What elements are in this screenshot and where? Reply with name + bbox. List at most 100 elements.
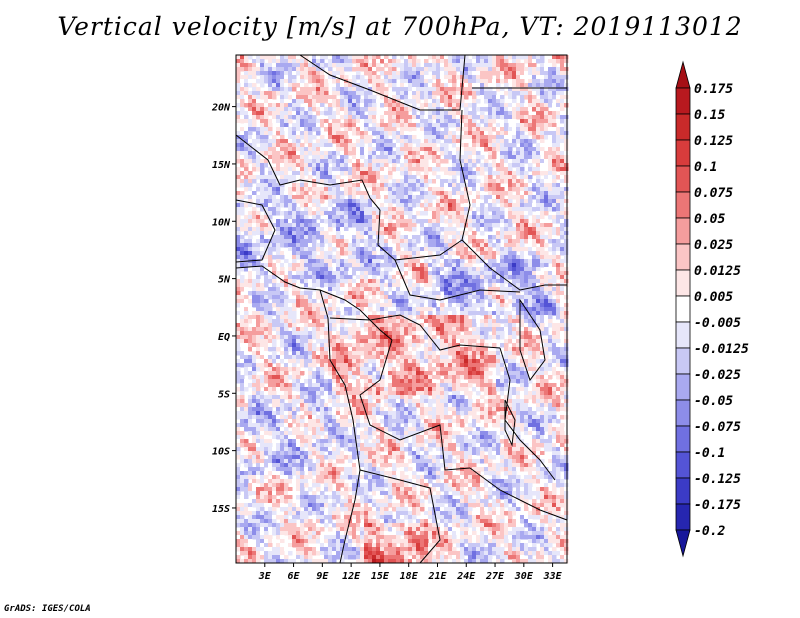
field-cell [316, 79, 321, 84]
field-cell [428, 179, 433, 184]
field-cell [552, 95, 557, 100]
field-cell [340, 187, 345, 192]
field-cell [420, 187, 425, 192]
field-cell [320, 155, 325, 160]
field-cell [380, 87, 385, 92]
field-cell [400, 115, 405, 120]
field-cell [352, 167, 357, 172]
field-cell [400, 315, 405, 320]
field-cell [448, 199, 453, 204]
field-cell [240, 227, 245, 232]
field-cell [332, 167, 337, 172]
field-cell [292, 111, 297, 116]
field-cell [412, 123, 417, 128]
field-cell [248, 291, 253, 296]
field-cell [344, 191, 349, 196]
field-cell [464, 231, 469, 236]
field-cell [420, 147, 425, 152]
field-cell [376, 247, 381, 252]
field-cell [440, 87, 445, 92]
field-cell [240, 207, 245, 212]
field-cell [436, 135, 441, 140]
field-cell [456, 211, 461, 216]
field-cell [420, 287, 425, 292]
field-cell [336, 267, 341, 272]
field-cell [384, 243, 389, 248]
field-cell [452, 207, 457, 212]
field-cell [364, 291, 369, 296]
field-cell [376, 207, 381, 212]
field-cell [316, 287, 321, 292]
field-cell [256, 135, 261, 140]
field-cell [328, 207, 333, 212]
field-cell [388, 151, 393, 156]
field-cell [248, 319, 253, 324]
field-cell [308, 115, 313, 120]
field-cell [468, 287, 473, 292]
field-cell [292, 263, 297, 268]
field-cell [344, 251, 349, 256]
field-cell [404, 199, 409, 204]
field-cell [544, 267, 549, 272]
field-cell [440, 131, 445, 136]
field-cell [304, 247, 309, 252]
field-cell [472, 231, 477, 236]
field-cell [452, 183, 457, 188]
field-cell [560, 307, 565, 312]
field-cell [392, 299, 397, 304]
field-cell [564, 71, 569, 76]
field-cell [552, 219, 557, 224]
field-cell [404, 171, 409, 176]
field-cell [304, 87, 309, 92]
field-cell [472, 259, 477, 264]
field-cell [356, 315, 361, 320]
field-cell [480, 163, 485, 168]
field-cell [380, 111, 385, 116]
field-cell [312, 147, 317, 152]
field-cell [392, 191, 397, 196]
field-cell [240, 267, 245, 272]
field-cell [312, 235, 317, 240]
field-cell [392, 231, 397, 236]
field-cell [416, 155, 421, 160]
field-cell [268, 323, 273, 328]
field-cell [360, 183, 365, 188]
field-cell [364, 247, 369, 252]
field-cell [560, 151, 565, 156]
field-cell [544, 243, 549, 248]
field-cell [344, 167, 349, 172]
field-cell [476, 267, 481, 272]
field-cell [488, 187, 493, 192]
field-cell [320, 195, 325, 200]
field-cell [524, 191, 529, 196]
field-cell [344, 119, 349, 124]
field-cell [440, 143, 445, 148]
field-cell [292, 215, 297, 220]
field-cell [472, 235, 477, 240]
field-cell [404, 155, 409, 160]
field-cell [420, 167, 425, 172]
field-cell [412, 55, 417, 60]
field-cell [492, 63, 497, 68]
field-cell [500, 255, 505, 260]
field-cell [540, 295, 545, 300]
field-cell [456, 223, 461, 228]
field-cell [256, 95, 261, 100]
field-cell [328, 79, 333, 84]
field-cell [368, 159, 373, 164]
field-cell [500, 235, 505, 240]
field-cell [412, 287, 417, 292]
field-cell [480, 191, 485, 196]
field-cell [352, 259, 357, 264]
field-cell [420, 75, 425, 80]
field-cell [240, 251, 245, 256]
field-cell [248, 71, 253, 76]
field-cell [280, 179, 285, 184]
field-cell [488, 155, 493, 160]
field-cell [516, 295, 521, 300]
field-cell [416, 87, 421, 92]
field-cell [292, 103, 297, 108]
field-cell [256, 155, 261, 160]
field-cell [428, 295, 433, 300]
field-cell [424, 279, 429, 284]
